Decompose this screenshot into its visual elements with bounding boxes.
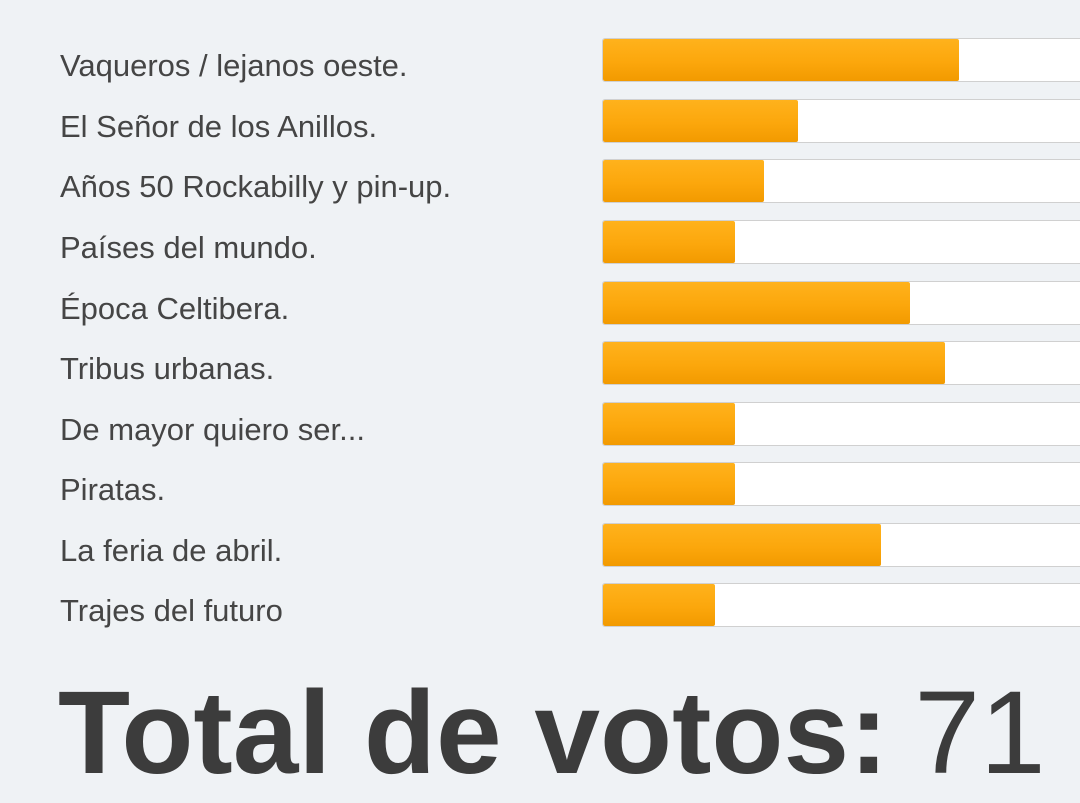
poll-option-row: Piratas. <box>0 462 1080 508</box>
poll-bar-fill <box>603 463 735 505</box>
poll-option-row: El Señor de los Anillos. <box>0 99 1080 145</box>
poll-bar-track <box>602 341 1080 385</box>
poll-option-label: De mayor quiero ser... <box>60 412 365 447</box>
total-votes: Total de votos: 71 <box>58 668 1046 798</box>
poll-option-row: De mayor quiero ser... <box>0 402 1080 448</box>
poll-bar-track <box>602 38 1080 82</box>
poll-option-label: Época Celtibera. <box>60 291 290 326</box>
total-votes-label: Total de votos: <box>58 667 889 799</box>
poll-bar-track <box>602 281 1080 325</box>
poll-bar-track <box>602 220 1080 264</box>
poll-bar-track <box>602 462 1080 506</box>
poll-bar-fill <box>603 39 960 81</box>
poll-option-row: Años 50 Rockabilly y pin-up. <box>0 159 1080 205</box>
poll-bar-track <box>602 159 1080 203</box>
poll-bar-fill <box>603 282 911 324</box>
poll-results: Vaqueros / lejanos oeste. El Señor de lo… <box>0 38 1080 629</box>
poll-bar-fill <box>603 100 799 142</box>
poll-option-label: Años 50 Rockabilly y pin-up. <box>60 169 452 204</box>
poll-option-label: La feria de abril. <box>60 533 283 568</box>
total-votes-count: 71 <box>914 667 1046 799</box>
poll-bar-fill <box>603 524 882 566</box>
poll-bar-fill <box>603 584 716 626</box>
poll-option-row: La feria de abril. <box>0 523 1080 569</box>
poll-bar-track <box>602 402 1080 446</box>
poll-option-label: Países del mundo. <box>60 230 317 265</box>
poll-bar-fill <box>603 160 765 202</box>
poll-option-row: Trajes del futuro <box>0 583 1080 629</box>
poll-bar-fill <box>603 403 735 445</box>
poll-option-row: Vaqueros / lejanos oeste. <box>0 38 1080 84</box>
poll-option-row: Países del mundo. <box>0 220 1080 266</box>
poll-option-label: Piratas. <box>60 472 166 507</box>
poll-option-row: Época Celtibera. <box>0 281 1080 327</box>
poll-bar-track <box>602 583 1080 627</box>
poll-option-row: Tribus urbanas. <box>0 341 1080 387</box>
poll-bar-fill <box>603 342 945 384</box>
poll-option-label: Vaqueros / lejanos oeste. <box>60 48 408 83</box>
poll-option-label: El Señor de los Anillos. <box>60 109 378 144</box>
poll-bar-track <box>602 523 1080 567</box>
poll-bar-fill <box>603 221 735 263</box>
poll-bar-track <box>602 99 1080 143</box>
poll-option-label: Tribus urbanas. <box>60 351 275 386</box>
poll-option-label: Trajes del futuro <box>60 593 283 628</box>
